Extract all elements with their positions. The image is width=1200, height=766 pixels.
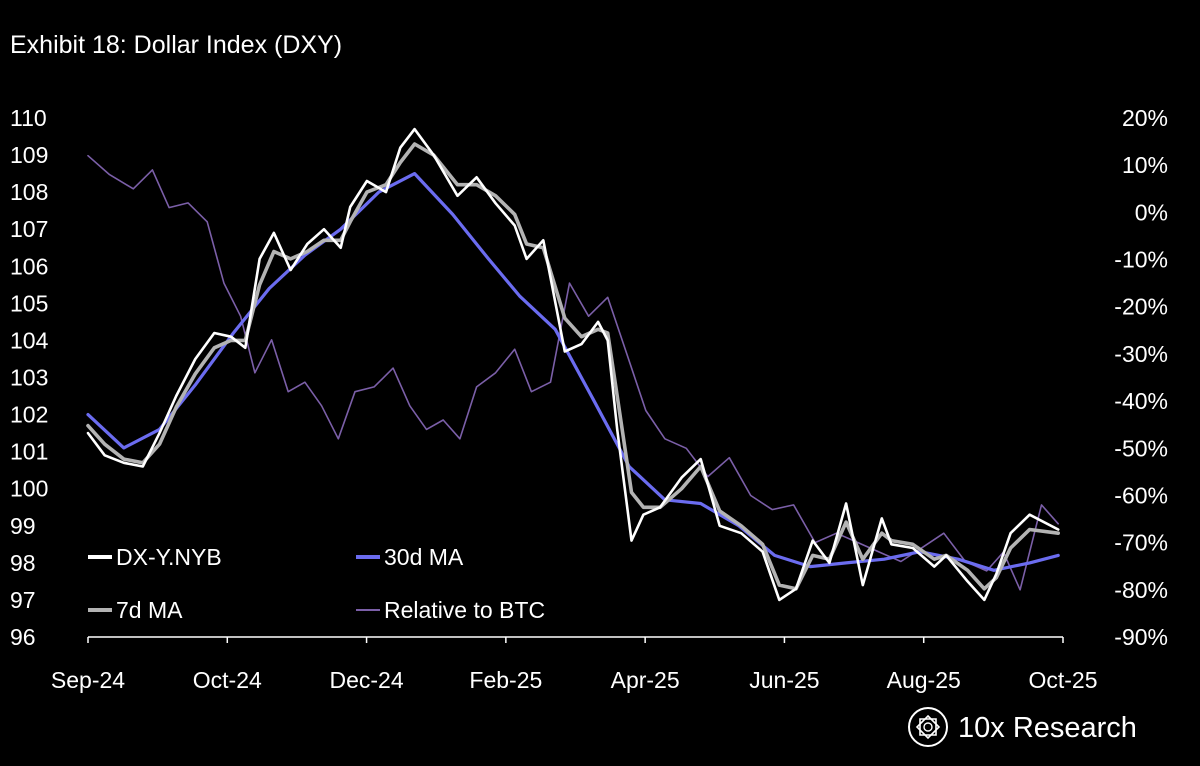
legend-label: 7d MA: [116, 597, 183, 623]
x-tick-label: Jun-25: [749, 667, 819, 693]
y-right-tick-label: 10%: [1122, 152, 1168, 178]
y-right-tick-label: -40%: [1114, 388, 1168, 414]
x-axis-ticks: [87, 637, 1064, 643]
y-right-tick-label: -60%: [1114, 482, 1168, 508]
y-right-tick-label: -30%: [1114, 341, 1168, 367]
y-left-tick-label: 108: [10, 179, 48, 205]
series-line-30d-ma: [86, 172, 1060, 572]
y-left-tick-label: 104: [10, 327, 49, 353]
y-right-tick-label: -80%: [1114, 577, 1168, 603]
y-left-tick-label: 96: [10, 624, 36, 650]
y-left-tick-label: 103: [10, 365, 48, 391]
brand-logo: [908, 707, 948, 747]
legend-label: 30d MA: [384, 544, 464, 570]
y-right-tick-label: 0%: [1135, 199, 1168, 225]
series-line-relative-to-btc: [87, 154, 1059, 591]
brand-logo-icon: [908, 707, 948, 747]
x-tick-label: Sep-24: [51, 667, 125, 693]
right-axis-labels: 20% 10% 0% -10% -20% -30% -40% -50% -60% -70% -80%…: [1114, 105, 1168, 650]
series-layer: [86, 127, 1060, 602]
x-tick-label: Feb-25: [469, 667, 542, 693]
series-line-dx-y-nyb: [86, 127, 1060, 602]
x-tick-label: Dec-24: [329, 667, 403, 693]
left-axis-labels: 110 109 108 107 106 105 104 103 102 101 100 99 98 97 9…: [10, 105, 49, 650]
chart-title: Exhibit 18: Dollar Index (DXY): [10, 31, 342, 59]
y-left-tick-label: 99: [10, 513, 36, 539]
x-axis-labels: Sep-24 Oct-24 Dec-24 Feb-25 Apr-25 Jun-25 Aug-…: [51, 667, 1098, 693]
y-left-tick-label: 110: [10, 105, 47, 131]
y-left-tick-label: 100: [10, 476, 48, 502]
brand-name: 10x Research: [958, 712, 1137, 744]
x-tick-label: Apr-25: [611, 667, 680, 693]
x-tick-label: Aug-25: [887, 667, 961, 693]
y-left-tick-label: 98: [10, 550, 36, 576]
chart-legend: DX-Y.NYB 30d MA 7d MA Relative to BTC: [88, 544, 545, 623]
y-right-tick-label: -50%: [1114, 435, 1168, 461]
y-right-tick-label: -90%: [1114, 624, 1168, 650]
y-left-tick-label: 101: [10, 439, 48, 465]
legend-label: Relative to BTC: [384, 597, 545, 623]
y-left-tick-label: 107: [10, 216, 48, 242]
x-tick-label: Oct-24: [193, 667, 262, 693]
y-left-tick-label: 105: [10, 290, 48, 316]
y-left-tick-label: 97: [10, 587, 36, 613]
y-right-tick-label: 20%: [1122, 105, 1168, 131]
series-line-7d-ma: [86, 142, 1060, 591]
y-right-tick-label: -10%: [1114, 247, 1168, 273]
y-right-tick-label: -70%: [1114, 530, 1168, 556]
legend-label: DX-Y.NYB: [116, 544, 222, 570]
y-left-tick-label: 109: [10, 142, 48, 168]
y-left-tick-label: 106: [10, 253, 48, 279]
y-left-tick-label: 102: [10, 402, 48, 428]
y-right-tick-label: -20%: [1114, 294, 1168, 320]
x-tick-label: Oct-25: [1028, 667, 1097, 693]
